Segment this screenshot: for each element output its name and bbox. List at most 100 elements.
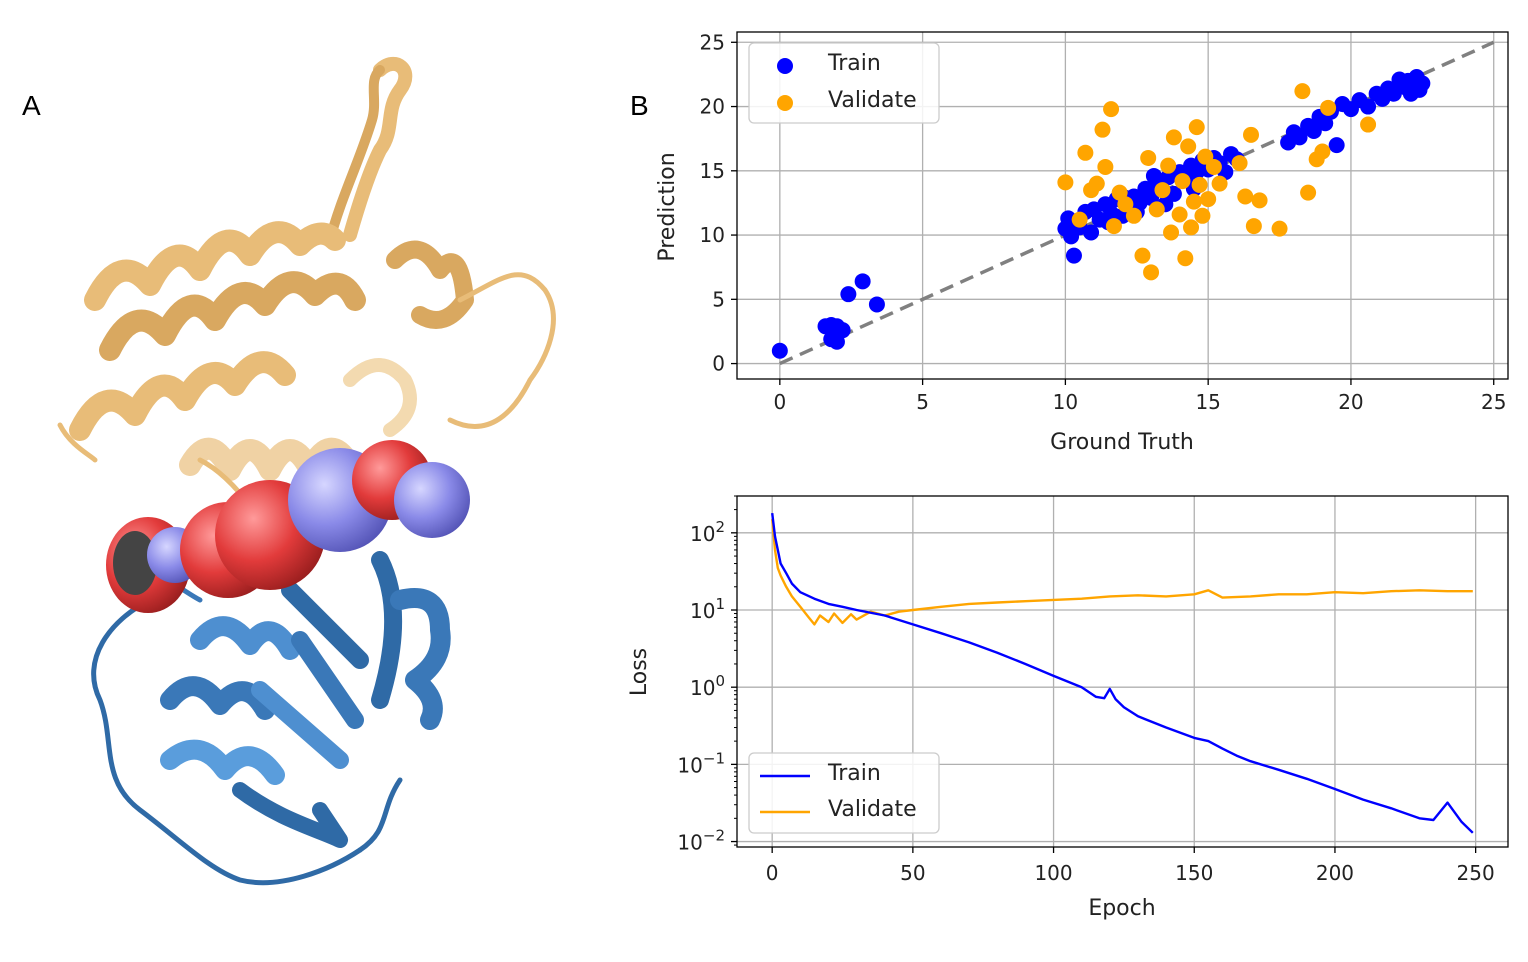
loss-y-ticks: 10−2 10−1 100 101 102 — [677, 495, 737, 855]
scatter-x-ticks: 0 5 10 15 20 25 — [773, 379, 1506, 414]
loss-y-tick-label: 102 — [690, 518, 725, 546]
scatter-point-validate — [1071, 211, 1088, 228]
scatter-y-axis-label: Prediction — [655, 152, 680, 261]
scatter-point-validate — [1191, 176, 1208, 193]
scatter-legend-train-marker — [777, 58, 793, 74]
loss-x-tick-label: 250 — [1457, 861, 1495, 885]
scatter-point-validate — [1251, 192, 1268, 209]
loss-x-tick-label: 50 — [900, 861, 925, 885]
scatter-point-validate — [1300, 184, 1317, 201]
scatter-point-train — [1360, 98, 1377, 115]
scatter-point-validate — [1105, 218, 1122, 235]
scatter-point-validate — [1094, 121, 1111, 138]
scatter-point-train — [854, 273, 871, 290]
scatter-point-validate — [1360, 116, 1377, 133]
scatter-legend-box — [748, 42, 940, 124]
scatter-point-train — [1065, 247, 1082, 264]
scatter-point-validate — [1188, 119, 1205, 136]
scatter-point-train — [1145, 167, 1162, 184]
loss-lines — [771, 512, 1474, 834]
scatter-y-tick-label: 10 — [700, 223, 725, 247]
scatter-point-validate — [1294, 83, 1311, 100]
loss-x-axis-label: Epoch — [1088, 896, 1155, 921]
scatter-point-validate — [1140, 149, 1157, 166]
loss-plot-frame — [736, 495, 1509, 848]
scatter-point-validate — [1194, 207, 1211, 224]
scatter-point-validate — [1271, 220, 1288, 237]
scatter-point-validate — [1077, 144, 1094, 161]
scatter-point-validate — [1088, 175, 1105, 192]
scatter-point-validate — [1154, 182, 1171, 199]
scatter-point-validate — [1171, 206, 1188, 223]
scatter-x-tick-label: 25 — [1481, 390, 1506, 414]
loss-y-tick-label: 100 — [690, 672, 725, 700]
loss-x-tick-label: 200 — [1316, 861, 1354, 885]
panel-a-label: A — [22, 90, 41, 121]
scatter-point-validate — [1163, 224, 1180, 241]
scatter-point-validate — [1211, 175, 1228, 192]
loss-x-tick-label: 0 — [766, 861, 779, 885]
loss-line-validate — [771, 519, 1473, 626]
scatter-point-validate — [1205, 158, 1222, 175]
scatter-point-validate — [1180, 138, 1197, 155]
scatter-point-validate — [1160, 157, 1177, 174]
scatter-point-validate — [1117, 196, 1134, 213]
scatter-point-train — [1291, 129, 1308, 146]
protein-structure-illustration — [57, 57, 556, 886]
scatter-point-validate — [1165, 129, 1182, 146]
scatter-y-tick-label: 25 — [700, 30, 725, 54]
scatter-x-tick-label: 0 — [773, 390, 786, 414]
scatter-y-tick-label: 20 — [700, 95, 725, 119]
scatter-point-train — [1305, 122, 1322, 139]
scatter-legend-validate-marker — [777, 95, 793, 111]
scatter-point-validate — [1174, 173, 1191, 190]
scatter-point-validate — [1134, 247, 1151, 264]
scatter-point-validate — [1148, 201, 1165, 218]
scatter-y-tick-label: 0 — [712, 352, 725, 376]
loss-y-tick-label: 101 — [690, 595, 725, 623]
scatter-point-validate — [1200, 191, 1217, 208]
loss-y-axis-label: Loss — [627, 648, 652, 696]
protein-bottom-domain — [91, 551, 451, 886]
binding-site-spheres — [106, 440, 470, 613]
scatter-y-ticks: 0 5 10 15 20 25 — [700, 30, 737, 376]
scatter-point-validate — [1231, 155, 1248, 172]
loss-x-ticks: 0 50 100 150 200 250 — [766, 847, 1495, 885]
scatter-point-train — [868, 296, 885, 313]
scatter-x-tick-label: 10 — [1053, 390, 1078, 414]
scatter-legend-validate-label: Validate — [828, 88, 917, 113]
scatter-point-train — [1400, 72, 1417, 89]
scatter-point-train — [1411, 81, 1428, 98]
scatter-plot-frame — [736, 31, 1509, 380]
scatter-point-validate — [1057, 174, 1074, 191]
loss-legend: Train Validate — [748, 752, 940, 834]
scatter-point-validate — [1245, 218, 1262, 235]
scatter-point-validate — [1125, 207, 1142, 224]
loss-x-tick-label: 100 — [1034, 861, 1072, 885]
scatter-point-validate — [1185, 193, 1202, 210]
scatter-point-validate — [1177, 250, 1194, 267]
scatter-point-validate — [1103, 101, 1120, 118]
scatter-x-tick-label: 5 — [916, 390, 929, 414]
scatter-legend-train-label: Train — [827, 51, 881, 76]
scatter-point-validate — [1097, 158, 1114, 175]
scatter-point-train — [1328, 137, 1345, 154]
scatter-y-tick-label: 5 — [712, 287, 725, 311]
scatter-point-validate — [1143, 264, 1160, 281]
scatter-point-train — [834, 322, 851, 339]
scatter-point-train — [840, 286, 857, 303]
scatter-y-tick-label: 15 — [700, 159, 725, 183]
scatter-x-axis-label: Ground Truth — [1050, 430, 1194, 455]
loss-line-train — [771, 512, 1474, 834]
loss-x-tick-label: 150 — [1175, 861, 1213, 885]
scatter-point-validate — [1320, 99, 1337, 116]
scatter-x-tick-label: 15 — [1195, 390, 1220, 414]
scatter-point-validate — [1243, 126, 1259, 143]
loss-y-tick-label: 10−1 — [677, 749, 725, 777]
scatter-point-train — [771, 342, 788, 359]
scatter-legend: Train Validate — [748, 42, 940, 124]
scatter-point-validate — [1314, 143, 1331, 160]
loss-legend-train-label: Train — [827, 761, 881, 786]
